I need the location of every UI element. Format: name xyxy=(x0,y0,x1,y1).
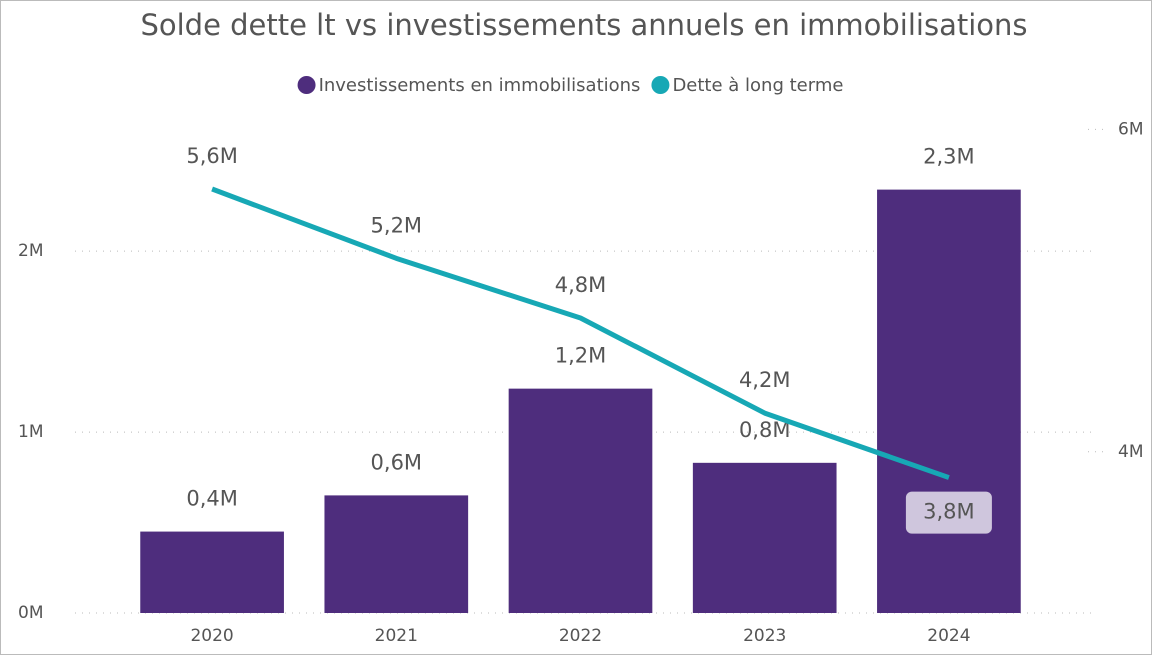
y-tick-label: 1M xyxy=(18,422,43,442)
value-label-background xyxy=(905,491,992,534)
y2-tick-label: 6M xyxy=(1118,119,1143,139)
x-tick-label: 2022 xyxy=(559,626,602,646)
y-tick-label: 2M xyxy=(18,241,43,261)
bar-value-label: 2,3M xyxy=(923,145,975,169)
line-value-label: 5,6M xyxy=(186,144,238,168)
bar-value-label: 0,6M xyxy=(371,450,423,474)
x-tick-label: 2021 xyxy=(375,626,418,646)
legend-label: Investissements en immobilisations xyxy=(319,75,641,96)
line-value-label: 4,2M xyxy=(739,368,791,392)
x-tick-label: 2020 xyxy=(190,626,233,646)
y-tick-label: 0M xyxy=(18,603,43,623)
legend-marker xyxy=(297,76,316,94)
chart-title: Solde dette lt vs investissements annuel… xyxy=(140,8,1027,42)
x-tick-label: 2024 xyxy=(927,626,970,646)
bar xyxy=(877,189,1021,613)
line-value-label: 5,2M xyxy=(371,213,423,237)
bar-value-label: 0,8M xyxy=(739,418,791,442)
legend-label: Dette à long terme xyxy=(672,75,843,96)
bar xyxy=(692,462,837,613)
bar xyxy=(324,495,469,613)
bar xyxy=(508,388,653,613)
y2-tick-label: 4M xyxy=(1118,442,1143,462)
x-tick-label: 2023 xyxy=(743,626,786,646)
bar xyxy=(140,531,284,613)
line xyxy=(211,186,950,480)
line-value-label: 4,8M xyxy=(555,273,607,297)
bar-value-label: 1,2M xyxy=(555,344,607,368)
bar-value-label: 0,4M xyxy=(186,487,238,511)
line-value-label: 3,8M xyxy=(923,500,975,524)
legend-marker xyxy=(651,76,670,94)
